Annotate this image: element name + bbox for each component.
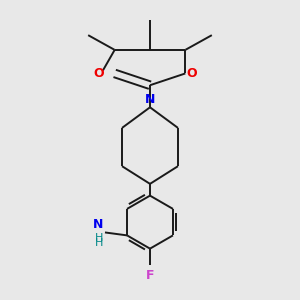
Text: O: O bbox=[94, 67, 104, 80]
Text: N: N bbox=[145, 93, 155, 106]
Text: O: O bbox=[187, 67, 197, 80]
Text: H: H bbox=[95, 233, 103, 243]
Text: H: H bbox=[95, 238, 103, 248]
Text: F: F bbox=[146, 269, 154, 282]
Text: N: N bbox=[93, 218, 104, 231]
